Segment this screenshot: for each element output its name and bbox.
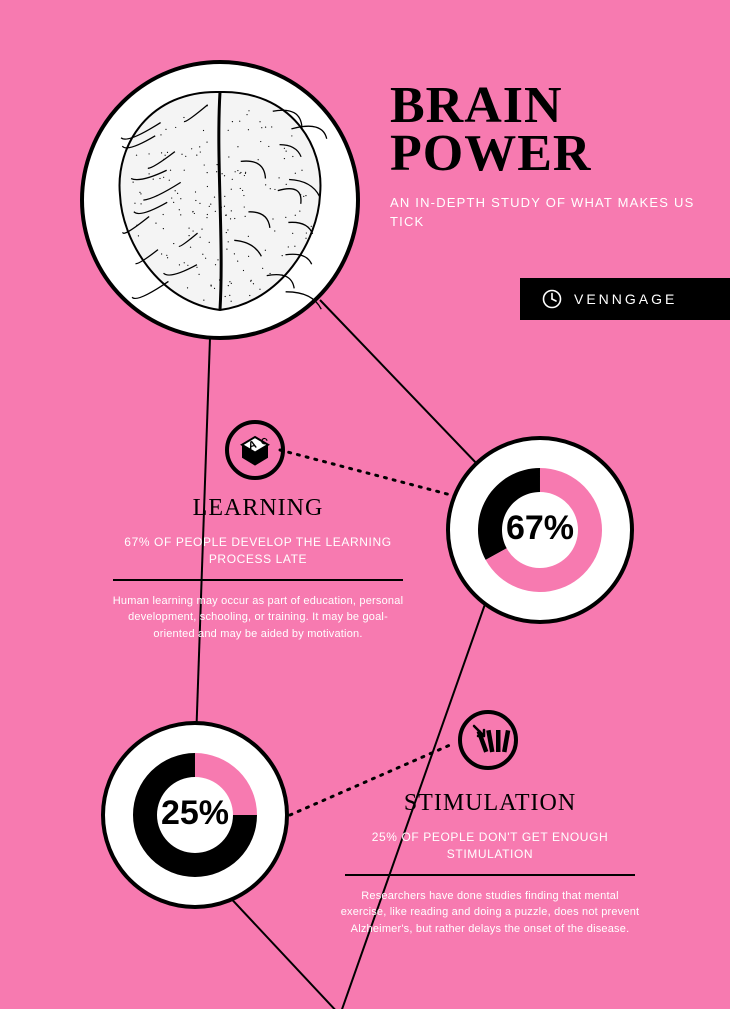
section-stimulation: STIMULATION 25% OF PEOPLE DON'T GET ENOUG…: [340, 790, 640, 937]
title-block: BRAIN POWER AN IN-DEPTH STUDY OF WHAT MA…: [390, 82, 710, 231]
page-subtitle: AN IN-DEPTH STUDY OF WHAT MAKES US TICK: [390, 194, 710, 232]
infographic-canvas: AC BRAIN POWER AN IN-DEPTH STUDY OF WHAT…: [0, 0, 730, 1009]
section-rule: [345, 874, 635, 876]
section-heading: LEARNING: [108, 495, 408, 522]
section-learning: LEARNING 67% OF PEOPLE DEVELOP THE LEARNI…: [108, 495, 408, 642]
section-body: Human learning may occur as part of educ…: [108, 593, 408, 643]
section-rule: [113, 579, 403, 581]
section-heading: STIMULATION: [340, 790, 640, 817]
brain-circle-group: [82, 62, 358, 338]
section-body: Researchers have done studies finding th…: [340, 888, 640, 938]
section-stat: 25% OF PEOPLE DON'T GET ENOUGH STIMULATI…: [340, 829, 640, 864]
clock-icon: [542, 289, 562, 309]
brand-label: VENNGAGE: [574, 291, 677, 307]
brand-badge: VENNGAGE: [520, 278, 730, 320]
title-line2: POWER: [390, 125, 591, 182]
page-title: BRAIN POWER: [390, 82, 710, 178]
learning-donut-label: 67%: [490, 509, 590, 548]
stimulation-donut-label: 25%: [145, 794, 245, 833]
section-stat: 67% OF PEOPLE DEVELOP THE LEARNING PROCE…: [108, 534, 408, 569]
